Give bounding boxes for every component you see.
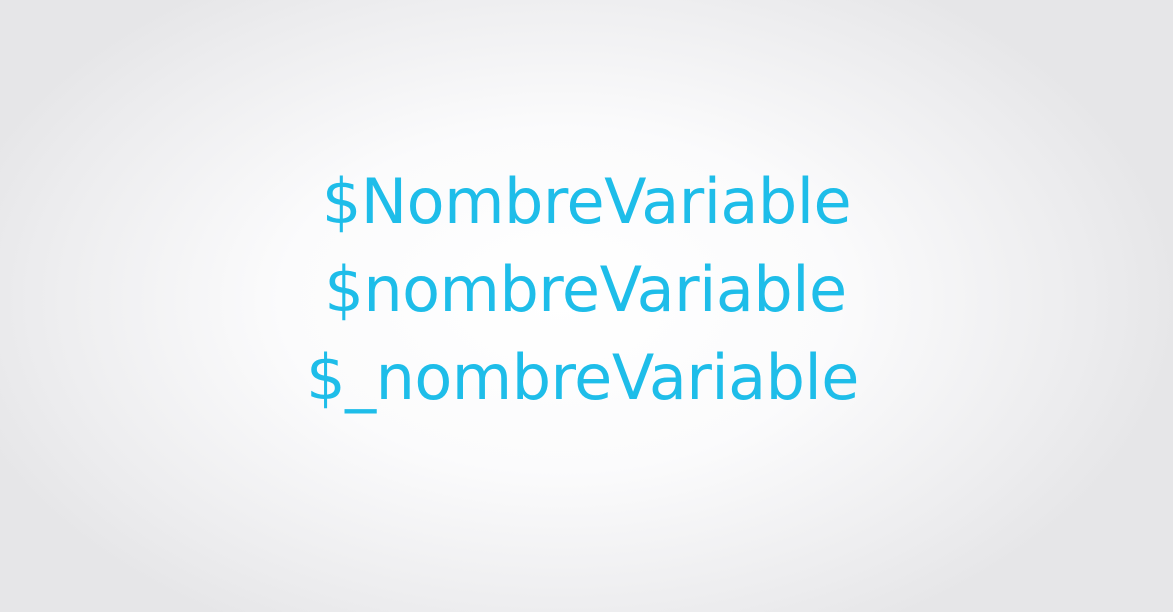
example-pascal-case: $NombreVariable (321, 165, 852, 238)
example-camel-case: $nombreVariable (324, 253, 847, 326)
example-underscore-prefix: $_nombreVariable (306, 341, 859, 414)
variable-name-examples: $NombreVariable $nombreVariable $_nombre… (0, 158, 1173, 422)
